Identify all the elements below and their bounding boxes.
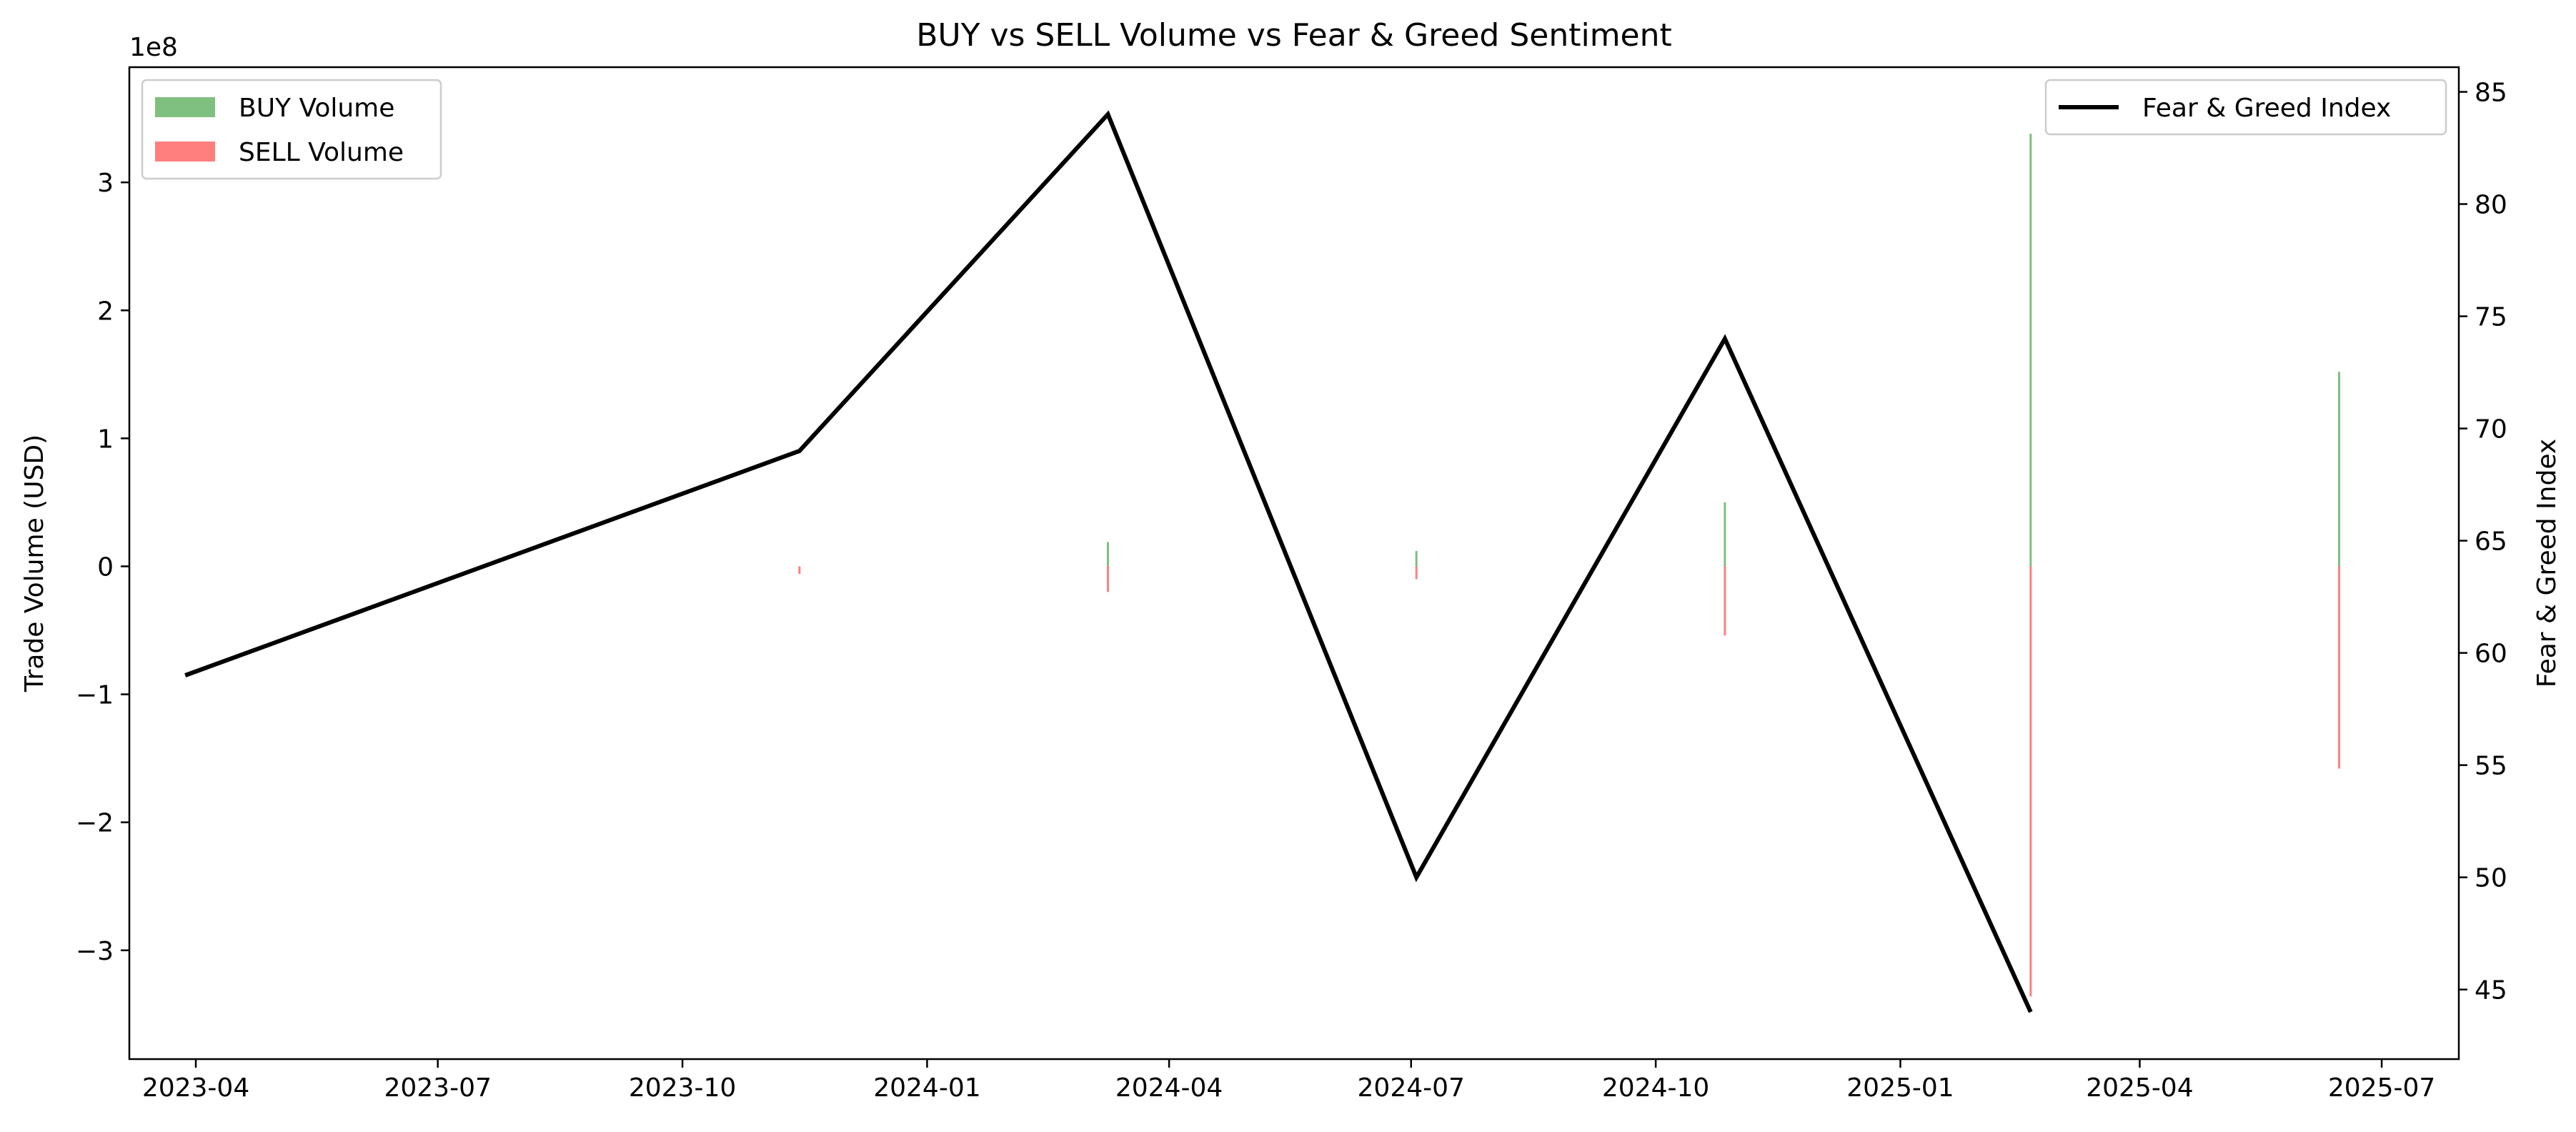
y2-tick-label: 45 bbox=[2475, 976, 2507, 1006]
y2-tick-label: 75 bbox=[2475, 303, 2507, 332]
x-axis-ticks: 2023-04 2023-07 2023-10 2024-01 2024-04 2024-… bbox=[142, 1059, 2435, 1103]
bar-buy-6 bbox=[2338, 372, 2341, 567]
bar-buy-4 bbox=[1724, 502, 1726, 567]
bar-sell-2 bbox=[1106, 566, 1109, 592]
y2-tick-label: 55 bbox=[2475, 752, 2507, 781]
y2-axis-ticks: 45 50 55 60 65 70 75 80 85 bbox=[2459, 79, 2507, 1006]
legend-left-box bbox=[141, 79, 442, 180]
x-tick-label: 2024-10 bbox=[1602, 1073, 1709, 1103]
legend-label-sell: SELL Volume bbox=[239, 138, 404, 167]
y2-tick-label: 60 bbox=[2475, 640, 2507, 669]
y-tick-label: 3 bbox=[97, 169, 114, 198]
legend-left: BUY Volume SELL Volume bbox=[141, 79, 442, 180]
fear-greed-line bbox=[184, 110, 2033, 1013]
y-axis-ticks: −3 −2 −1 0 1 2 3 bbox=[76, 169, 129, 966]
y-tick-label: 1 bbox=[97, 424, 114, 454]
y2-tick-label: 70 bbox=[2475, 415, 2507, 445]
bar-buy-5 bbox=[2029, 134, 2032, 567]
x-tick-label: 2023-04 bbox=[142, 1073, 249, 1103]
legend-swatch-buy bbox=[155, 97, 215, 117]
y-axis-label: Trade Volume (USD) bbox=[20, 435, 49, 692]
bar-sell-4 bbox=[1724, 566, 1726, 636]
x-tick-label: 2024-07 bbox=[1358, 1073, 1465, 1103]
legend-label-fear-greed: Fear & Greed Index bbox=[2142, 94, 2391, 123]
bar-buy-2 bbox=[1106, 542, 1109, 567]
y2-tick-label: 50 bbox=[2475, 864, 2507, 893]
x-tick-label: 2025-01 bbox=[1846, 1073, 1954, 1103]
legend-right: Fear & Greed Index bbox=[2044, 79, 2447, 136]
bar-sell-5 bbox=[2029, 566, 2032, 997]
line-layer bbox=[184, 110, 2033, 1013]
x-tick-label: 2024-04 bbox=[1115, 1073, 1223, 1103]
bar-sell-1 bbox=[798, 566, 801, 575]
bars-layer bbox=[798, 134, 2341, 997]
x-tick-label: 2025-04 bbox=[2086, 1073, 2193, 1103]
legend-swatch-sell bbox=[155, 142, 215, 162]
x-tick-label: 2024-01 bbox=[873, 1073, 980, 1103]
y-tick-label: −3 bbox=[76, 937, 114, 966]
y2-tick-label: 65 bbox=[2475, 527, 2507, 557]
y-tick-label: 0 bbox=[97, 552, 114, 582]
y2-axis-label: Fear & Greed Index bbox=[2532, 439, 2562, 687]
y2-tick-label: 80 bbox=[2475, 191, 2507, 220]
y-tick-label: −1 bbox=[76, 681, 114, 710]
plot-frame bbox=[128, 66, 2460, 1061]
bar-sell-3 bbox=[1415, 566, 1418, 580]
y-tick-label: 2 bbox=[97, 297, 114, 326]
legend-right-box bbox=[2044, 79, 2447, 136]
y2-tick-label: 85 bbox=[2475, 79, 2507, 108]
chart-title: BUY vs SELL Volume vs Fear & Greed Senti… bbox=[916, 17, 1672, 54]
y-axis-scale-label: 1e8 bbox=[129, 33, 178, 62]
y-tick-label: −2 bbox=[76, 809, 114, 838]
bar-buy-3 bbox=[1415, 550, 1418, 567]
x-tick-label: 2023-07 bbox=[384, 1073, 491, 1103]
legend-label-buy: BUY Volume bbox=[239, 94, 394, 123]
x-tick-label: 2025-07 bbox=[2328, 1073, 2435, 1103]
x-tick-label: 2023-10 bbox=[629, 1073, 736, 1103]
bar-sell-6 bbox=[2338, 566, 2341, 769]
